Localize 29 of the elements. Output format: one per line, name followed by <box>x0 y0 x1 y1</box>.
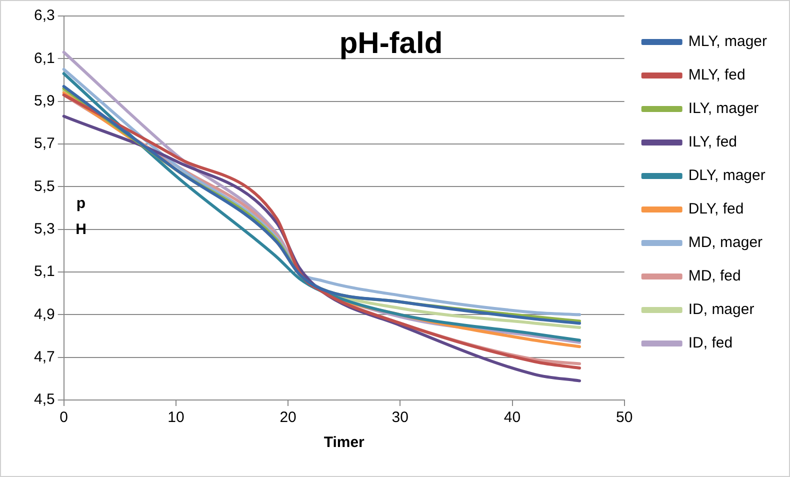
legend-label: DLY, fed <box>688 200 744 218</box>
y-tick-label: 5,9 <box>34 92 55 110</box>
legend-label: ID, mager <box>688 301 754 318</box>
y-tick-label: 5,7 <box>34 135 55 152</box>
y-tick-label: 4,9 <box>34 306 55 323</box>
legend-label: MD, fed <box>688 268 741 285</box>
y-tick-label: 4,5 <box>34 391 55 408</box>
legend-label: MD, mager <box>688 234 763 252</box>
legend-label: DLY, mager <box>688 167 766 184</box>
y-axis-title: pH <box>74 194 88 240</box>
x-tick-label: 30 <box>392 409 408 426</box>
x-tick-label: 10 <box>168 409 184 426</box>
legend-label: ID, fed <box>688 334 733 352</box>
y-tick-label: 5,1 <box>34 263 55 280</box>
legend-label: MLY, fed <box>688 66 746 84</box>
y-tick-label: 5,5 <box>34 178 55 195</box>
chart-title: pH-fald <box>338 27 444 61</box>
x-tick-label: 50 <box>616 409 633 426</box>
y-tick-label: 4,7 <box>34 348 55 366</box>
legend-label: MLY, mager <box>688 33 768 50</box>
x-axis-title: Timer <box>324 434 365 452</box>
y-tick-label: 5,3 <box>34 220 55 238</box>
y-tick-label: 6,3 <box>34 7 55 24</box>
legend-label: ILY, mager <box>688 100 759 118</box>
legend-label: ILY, fed <box>688 134 738 151</box>
x-tick-label: 40 <box>504 409 521 426</box>
x-tick-label: 0 <box>60 409 68 426</box>
x-tick-label: 20 <box>280 409 296 426</box>
y-tick-label: 6,1 <box>34 50 55 67</box>
